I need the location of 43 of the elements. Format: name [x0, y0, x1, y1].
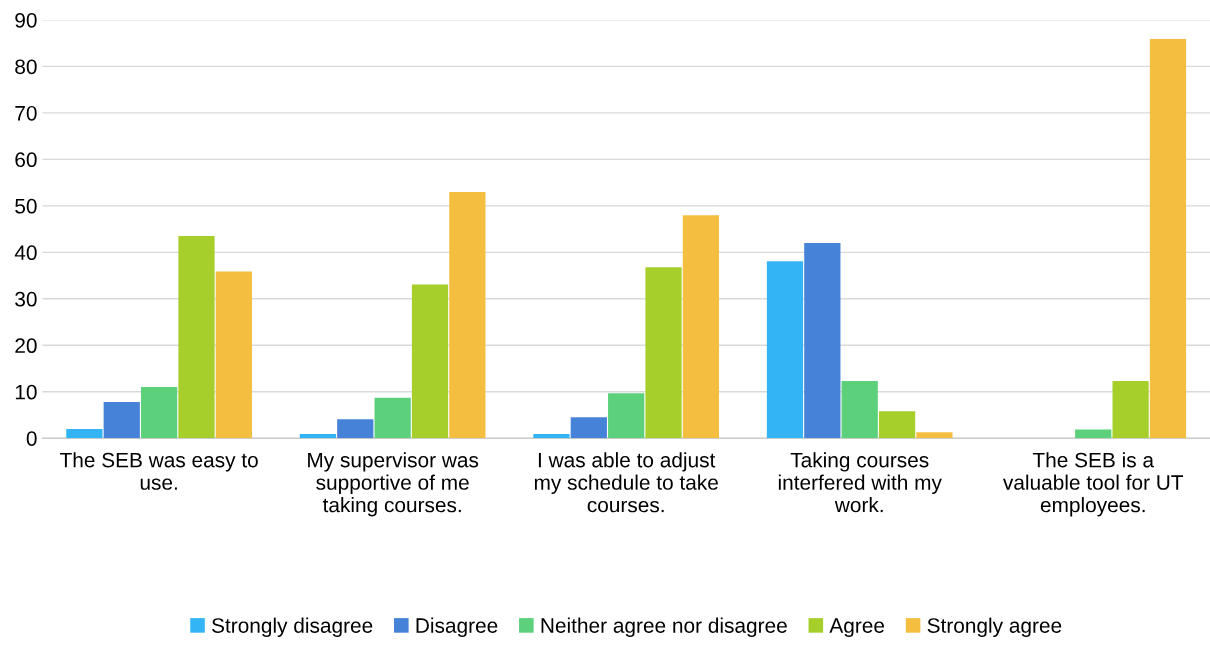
bar — [140, 387, 178, 439]
y-tick-label: 40 — [14, 245, 37, 261]
bar — [645, 267, 682, 439]
bar — [766, 261, 804, 439]
bar — [841, 381, 878, 439]
y-tick-label: 50 — [15, 198, 37, 214]
bar — [299, 434, 337, 439]
y-tick-label: 10 — [15, 384, 37, 400]
legend-label: Agree — [829, 618, 885, 638]
y-tick-label: 60 — [15, 152, 37, 168]
y-tick-label: 0 — [26, 431, 37, 446]
bar — [682, 215, 720, 439]
bar — [1149, 38, 1187, 439]
bar — [66, 428, 103, 439]
x-tick-label: My supervisor was supportive of me taking courses. — [308, 452, 479, 517]
x-tick-label: Taking courses interfered with my work. — [778, 452, 942, 513]
bar — [337, 419, 374, 439]
bar — [804, 243, 841, 439]
bar — [533, 434, 570, 439]
y-tick-label: 70 — [15, 105, 37, 121]
bar — [570, 417, 607, 439]
x-tick-label: The SEB is a valuable tool for UT employees. — [1002, 452, 1184, 517]
bar — [1075, 429, 1112, 439]
y-tick-label: 20 — [15, 338, 37, 354]
bar — [449, 191, 486, 439]
bar — [215, 271, 252, 439]
bar — [1112, 381, 1149, 439]
bar — [916, 432, 953, 439]
y-tick-label: 80 — [15, 59, 37, 75]
bar — [178, 236, 215, 439]
bar — [374, 397, 411, 439]
legend-label: Disagree — [416, 617, 498, 638]
y-tick-label: 30 — [15, 291, 37, 307]
y-tick-label: 90 — [15, 12, 37, 28]
legend-label: Neither agree nor disagree — [541, 617, 787, 638]
x-tick-label: I was able to adjust my schedule to take courses. — [534, 452, 718, 513]
bar — [878, 411, 916, 439]
x-tick-label: The SEB was easy to use. — [60, 452, 258, 490]
bar — [103, 401, 140, 439]
legend-label: Strongly disagree — [212, 617, 373, 638]
legend-label: Strongly agree — [927, 617, 1062, 638]
bar — [608, 393, 645, 439]
bar — [411, 284, 449, 439]
